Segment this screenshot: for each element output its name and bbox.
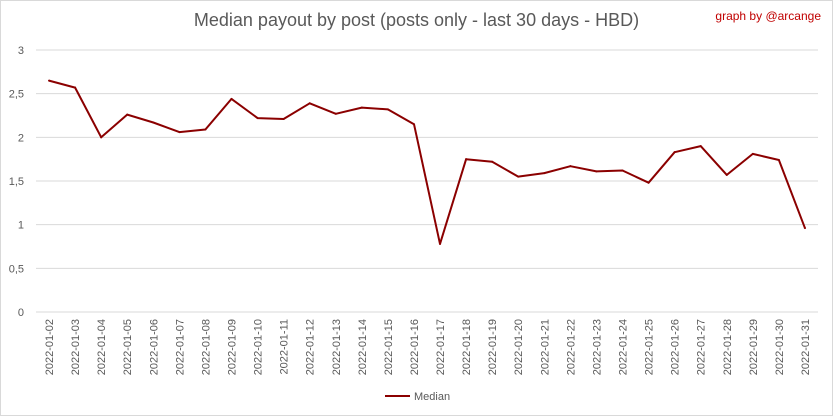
y-axis-ticks: 0 0,5 1 1,5 2 2,5 3 (9, 45, 24, 319)
y-tick-label: 0,5 (9, 263, 24, 275)
data-point (74, 86, 77, 89)
data-point (412, 123, 415, 126)
chart-credit: graph by @arcange (715, 9, 821, 23)
data-point (48, 79, 51, 82)
data-point (282, 117, 285, 120)
data-point (465, 158, 468, 161)
data-point (725, 173, 728, 176)
x-tick-label: 2022-01-15 (383, 319, 395, 375)
x-tick-label: 2022-01-11 (279, 319, 291, 374)
legend: Median (385, 391, 450, 403)
x-tick-label: 2022-01-20 (513, 319, 525, 375)
data-point (491, 160, 494, 163)
data-point (256, 117, 259, 120)
data-point (152, 121, 155, 124)
series-line-median (48, 79, 806, 245)
chart-title: Median payout by post (posts only - last… (193, 10, 640, 30)
data-point (360, 106, 363, 109)
legend-label-median: Median (414, 391, 450, 403)
x-tick-label: 2022-01-23 (591, 319, 603, 375)
x-tick-label: 2022-01-28 (722, 319, 734, 375)
x-tick-label: 2022-01-06 (148, 319, 160, 375)
data-point (334, 112, 337, 115)
data-point (126, 113, 129, 116)
x-tick-label: 2022-01-03 (70, 319, 82, 375)
x-tick-label: 2022-01-22 (565, 319, 577, 375)
x-tick-label: 2022-01-17 (435, 319, 447, 375)
data-point (204, 128, 207, 131)
y-tick-label: 1 (18, 220, 24, 232)
x-tick-label: 2022-01-02 (44, 319, 56, 375)
x-tick-label: 2022-01-27 (696, 319, 708, 375)
x-tick-label: 2022-01-09 (227, 319, 239, 375)
x-tick-label: 2022-01-26 (670, 319, 682, 375)
data-point (595, 170, 598, 173)
data-point (439, 242, 442, 245)
x-tick-label: 2022-01-21 (539, 319, 551, 375)
x-tick-label: 2022-01-19 (487, 319, 499, 375)
data-point (517, 175, 520, 178)
y-tick-label: 3 (18, 45, 24, 57)
x-tick-label: 2022-01-16 (409, 319, 421, 375)
series-group (48, 79, 806, 245)
data-point (100, 136, 103, 139)
data-point (230, 97, 233, 100)
data-point (647, 181, 650, 184)
x-tick-label: 2022-01-30 (774, 319, 786, 375)
x-tick-label: 2022-01-08 (200, 319, 212, 375)
data-point (386, 108, 389, 111)
x-tick-label: 2022-01-25 (644, 319, 656, 375)
x-tick-label: 2022-01-12 (305, 319, 317, 375)
x-tick-label: 2022-01-29 (748, 319, 760, 375)
data-point (543, 172, 546, 175)
x-tick-label: 2022-01-04 (96, 319, 108, 375)
y-tick-label: 1,5 (9, 176, 24, 188)
x-tick-label: 2022-01-31 (800, 319, 812, 375)
data-point (621, 169, 624, 172)
data-point (308, 102, 311, 105)
x-tick-label: 2022-01-18 (461, 319, 473, 375)
x-tick-label: 2022-01-10 (253, 319, 265, 375)
data-point (178, 131, 181, 134)
x-tick-label: 2022-01-13 (331, 319, 343, 375)
data-point (751, 152, 754, 155)
data-point (569, 165, 572, 168)
data-point (673, 151, 676, 154)
data-point (777, 159, 780, 162)
y-tick-label: 0 (18, 307, 24, 319)
x-tick-label: 2022-01-07 (174, 319, 186, 375)
x-axis-ticks: 2022-01-02 2022-01-03 2022-01-04 2022-01-05… (44, 319, 812, 375)
x-tick-label: 2022-01-14 (357, 319, 369, 375)
data-point (699, 145, 702, 148)
y-tick-label: 2 (18, 132, 24, 144)
x-tick-label: 2022-01-24 (618, 319, 630, 375)
y-tick-label: 2,5 (9, 89, 24, 101)
x-tick-label: 2022-01-05 (122, 319, 134, 375)
data-point (803, 227, 806, 230)
